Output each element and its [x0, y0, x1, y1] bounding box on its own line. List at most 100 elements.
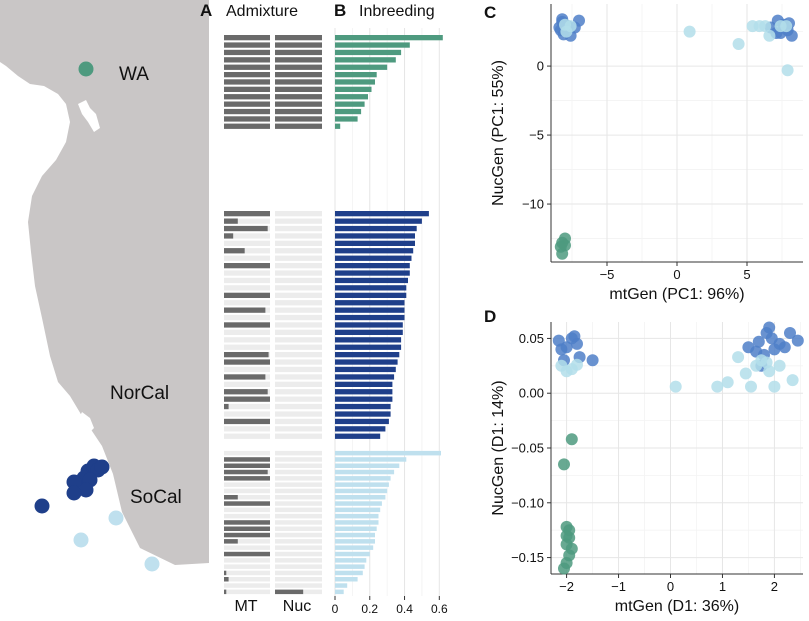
- inbreeding-panel: 0 0.2 0.4 0.6: [332, 28, 448, 616]
- admixture-bar-SoCal-mt-11: [224, 520, 270, 525]
- inbreeding-bar-SoCal-12: [335, 526, 377, 531]
- admixture-bar-bg-SoCal-nuc-19: [275, 570, 322, 576]
- inbreeding-bar-NorCal-24: [335, 389, 393, 395]
- admixture-bar-bg-SoCal-nuc-15: [275, 545, 322, 550]
- pc-point-lightblue-2: [560, 25, 573, 38]
- site-dot-socal-13: [144, 556, 160, 572]
- admixture-bar-SoCal-mt-8: [224, 501, 270, 506]
- inbreeding-bar-NorCal-15: [335, 322, 403, 328]
- inbreeding-bar-NorCal-25: [335, 396, 393, 402]
- d-point-green-0: [565, 433, 578, 446]
- admixture-bar-WA-mt-7: [224, 86, 270, 92]
- admixture-bar-bg-SoCal-nuc-9: [275, 507, 322, 513]
- inbreeding-tick-label-3: 0.6: [431, 602, 448, 616]
- puget-sound: [78, 100, 100, 132]
- inbreeding-bar-SoCal-13: [335, 532, 375, 538]
- inbreeding-bar-NorCal-1: [335, 218, 422, 224]
- admixture-bar-bg-NorCal-nuc-19: [275, 352, 322, 358]
- d-point-lightblue-7: [732, 351, 745, 364]
- admixture-bar-bg-NorCal-nuc-10: [275, 285, 322, 291]
- pc-point-green-4: [556, 247, 569, 260]
- inbreeding-bar-SoCal-0: [335, 450, 441, 456]
- d-y-tick-label-1: 0.00: [519, 386, 544, 401]
- pc-y-tick-label-1: −5: [529, 128, 544, 143]
- admixture-bar-bg-NorCal-nuc-7: [275, 263, 322, 269]
- inbreeding-bar-SoCal-20: [335, 577, 358, 582]
- inbreeding-bar-SoCal-21: [335, 583, 348, 588]
- pc-point-lightblue-4: [732, 38, 745, 50]
- inbreeding-bar-NorCal-5: [335, 248, 414, 254]
- site-dot-norcal-9: [66, 485, 82, 501]
- inbreeding-bar-NorCal-21: [335, 366, 396, 373]
- inbreeding-bar-NorCal-20: [335, 359, 398, 365]
- admixture-bar-bg-NorCal-nuc-24: [275, 389, 322, 395]
- d-x-tick-label-3: 1: [719, 579, 726, 594]
- admixture-bar-WA-mt-3: [224, 57, 270, 63]
- d-point-lightblue-4: [669, 380, 682, 393]
- admixture-bar-bg-SoCal-nuc-4: [275, 476, 322, 481]
- admixture-bar-NorCal-mt-25: [224, 396, 270, 402]
- admixture-bar-bg-NorCal-nuc-26: [275, 403, 322, 410]
- admixture-bar-bg-NorCal-mt-8: [224, 270, 270, 276]
- admixture-bar-WA-mt-9: [224, 101, 270, 107]
- admixture-bar-bg-SoCal-nuc-16: [275, 551, 322, 557]
- admixture-bar-NorCal-mt-3: [224, 233, 234, 239]
- admixture-bar-bg-SoCal-nuc-7: [275, 495, 322, 500]
- region-label-norcal: NorCal: [110, 383, 169, 404]
- admixture-bar-bg-NorCal-nuc-8: [275, 270, 322, 276]
- d-x-tick-label-2: 0: [667, 579, 674, 594]
- d-y-tick-label-2: −0.05: [511, 441, 544, 456]
- d-point-lightblue-6: [721, 376, 734, 389]
- admixture-bar-bg-NorCal-mt-27: [224, 411, 270, 417]
- region-label-socal: SoCal: [130, 487, 182, 508]
- admixture-bar-bg-NorCal-mt-10: [224, 285, 270, 291]
- pc-x-tick-label-2: 5: [743, 267, 750, 282]
- panel-b-title: Inbreeding: [359, 3, 435, 20]
- inbreeding-bar-NorCal-19: [335, 352, 400, 358]
- d-point-lightblue-16: [760, 356, 773, 369]
- admixture-bar-bg-NorCal-nuc-0: [275, 211, 322, 217]
- admixture-bar-bg-NorCal-mt-13: [265, 307, 270, 313]
- admixture-bar-bg-SoCal-nuc-1: [275, 457, 322, 462]
- inbreeding-bar-SoCal-4: [335, 476, 391, 481]
- panel-a-letter: A: [200, 1, 212, 20]
- site-dot-norcal-7: [66, 474, 82, 490]
- admixture-bar-WA-mt-11: [224, 116, 270, 122]
- admixture-bar-bg-SoCal-mt-14: [237, 539, 270, 544]
- inbreeding-bar-SoCal-1: [335, 457, 407, 462]
- admixture-bar-bg-SoCal-mt-9: [224, 507, 270, 513]
- admixture-bar-bg-SoCal-mt-6: [224, 488, 270, 494]
- inbreeding-bar-NorCal-29: [335, 426, 386, 432]
- d-point-green-10: [558, 562, 570, 575]
- vancouver-island: [0, 42, 72, 70]
- admixture-bar-NorCal-mt-11: [224, 292, 270, 298]
- admixture-bar-SoCal-mt-22: [224, 589, 227, 595]
- inbreeding-bar-NorCal-27: [335, 411, 391, 417]
- admixture-bar-bg-NorCal-nuc-28: [275, 418, 322, 425]
- admixture-bar-bg-SoCal-mt-19: [226, 570, 270, 576]
- admixture-bar-WA-nuc-6: [275, 79, 322, 85]
- admixture-bar-SoCal-mt-4: [224, 476, 270, 481]
- admixture-bar-SoCal-mt-20: [224, 577, 229, 582]
- panel-a-title: Admixture: [226, 3, 298, 20]
- d-point-blue-15: [784, 327, 796, 339]
- admixture-bar-SoCal-mt-12: [224, 526, 270, 531]
- admixture-bar-WA-mt-6: [224, 79, 270, 85]
- d-point-lightblue-5: [711, 380, 724, 393]
- d-x-tick-label-0: −2: [559, 579, 574, 594]
- admixture-bar-bg-NorCal-mt-17: [224, 337, 270, 343]
- site-dot-socal-12: [73, 532, 89, 548]
- admixture-bar-bg-NorCal-nuc-6: [275, 255, 322, 261]
- admixture-bar-bg-SoCal-mt-22: [226, 589, 270, 595]
- admixture-bar-bg-NorCal-nuc-15: [275, 322, 322, 328]
- admixture-bar-NorCal-mt-20: [224, 359, 270, 365]
- pc-y-tick-label-2: −10: [522, 197, 544, 212]
- pc-point-blue-14: [785, 29, 798, 42]
- admixture-bar-bg-NorCal-nuc-16: [275, 329, 322, 335]
- admixture-bar-WA-mt-12: [224, 123, 270, 129]
- d-point-lightblue-2: [560, 365, 573, 378]
- admixture-bar-SoCal-mt-7: [224, 495, 238, 500]
- admixture-bar-bg-NorCal-nuc-9: [275, 277, 322, 284]
- site-dot-wa-0: [78, 61, 94, 77]
- inbreeding-bar-WA-12: [335, 123, 341, 129]
